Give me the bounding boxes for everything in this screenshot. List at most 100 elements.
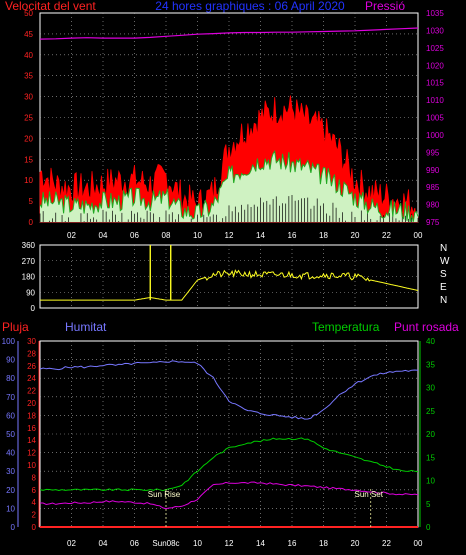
temperature-tick-label: 20 (426, 430, 435, 439)
wind-tick-label: 20 (24, 134, 33, 143)
x-tick-label: 08 (162, 231, 171, 240)
pressure-tick-label: 985 (426, 183, 440, 192)
temperature-tick-label: 30 (426, 384, 435, 393)
rain-tick-label: 12 (27, 449, 36, 458)
temperature-tick-label: 15 (426, 453, 435, 462)
pressure-tick-label: 1005 (426, 114, 444, 123)
x-tick-label: 18 (319, 231, 328, 240)
wind-tick-label: 50 (24, 9, 33, 18)
humidity-tick-label: 50 (6, 430, 15, 439)
x-tick-label: 16 (288, 539, 297, 548)
x-tick-label: 16 (288, 231, 297, 240)
rain-tick-label: 30 (27, 337, 36, 346)
humidity-tick-label: 100 (2, 337, 16, 346)
pressure-tick-label: 1025 (426, 44, 444, 53)
direction-tick-label: 90 (26, 288, 35, 297)
wind-tick-label: 15 (24, 155, 33, 164)
pressure-tick-label: 975 (426, 218, 440, 227)
x-tick-label: 10 (193, 539, 202, 548)
humidity-tick-label: 0 (11, 523, 16, 532)
humidity-tick-label: 90 (6, 356, 15, 365)
temperature-tick-label: 10 (426, 477, 435, 486)
direction-series (40, 269, 419, 301)
wind-tick-label: 35 (24, 72, 33, 81)
wind-tick-label: 5 (29, 197, 34, 206)
sun-label: Sun Rise (148, 490, 181, 499)
wind-tick-label: 45 (24, 30, 33, 39)
x-tick-label: Sun08c (152, 539, 179, 548)
chart-title: 24 hores graphiques : 06 April 2020 (155, 0, 345, 13)
rain-tick-label: 20 (27, 399, 36, 408)
humidity-tick-label: 60 (6, 411, 15, 420)
wind-tick-label: 10 (24, 176, 33, 185)
humidity-tick-label: 80 (6, 374, 15, 383)
rain-tick-label: 2 (32, 511, 37, 520)
x-tick-label: 20 (351, 539, 360, 548)
x-tick-label: 06 (130, 231, 139, 240)
wind-tick-label: 40 (24, 51, 33, 60)
compass-label: S (440, 269, 447, 280)
compass-label: E (440, 282, 447, 293)
compass-label: N (440, 295, 447, 306)
rain-tick-label: 6 (32, 486, 37, 495)
pressure-tick-label: 1015 (426, 79, 444, 88)
temperature-tick-label: 35 (426, 360, 435, 369)
pressure-tick-label: 1030 (426, 26, 444, 35)
x-tick-label: 04 (99, 539, 108, 548)
wind-tick-label: 0 (29, 218, 34, 227)
dewpoint-label: Punt rosada (394, 320, 459, 334)
wind-avg-series (39, 149, 419, 223)
x-tick-label: 14 (256, 231, 265, 240)
temperature-series (39, 437, 419, 492)
compass-label: W (440, 256, 450, 267)
temperature-tick-label: 40 (426, 337, 435, 346)
x-tick-label: 00 (414, 231, 423, 240)
x-tick-label: 22 (382, 231, 391, 240)
rain-tick-label: 0 (32, 523, 37, 532)
rain-tick-label: 14 (27, 436, 36, 445)
humidity-series (39, 360, 419, 420)
rain-tick-label: 26 (27, 362, 36, 371)
humidity-tick-label: 30 (6, 467, 15, 476)
temperature-tick-label: 5 (426, 500, 431, 509)
rain-tick-label: 22 (27, 387, 36, 396)
climate-panel: 0102030405060708090100024681012141618202… (2, 337, 436, 548)
humidity-tick-label: 20 (6, 486, 15, 495)
pressure-tick-label: 990 (426, 166, 440, 175)
x-tick-label: 02 (67, 539, 76, 548)
x-tick-label: 06 (130, 539, 139, 548)
humidity-tick-label: 40 (6, 449, 15, 458)
humidity-tick-label: 70 (6, 393, 15, 402)
temperature-tick-label: 0 (426, 523, 431, 532)
temperature-tick-label: 25 (426, 407, 435, 416)
pressure-tick-label: 1000 (426, 131, 444, 140)
pressure-title: Pressió (365, 0, 405, 13)
x-tick-label: 12 (225, 231, 234, 240)
direction-tick-label: 180 (22, 273, 36, 282)
x-tick-label: 14 (256, 539, 265, 548)
rain-tick-label: 16 (27, 424, 36, 433)
rain-label: Pluja (2, 320, 29, 334)
humidity-tick-label: 10 (6, 504, 15, 513)
pressure-tick-label: 980 (426, 201, 440, 210)
humidity-label: Humitat (65, 320, 107, 334)
dewpoint-series (40, 481, 419, 510)
x-tick-label: 04 (99, 231, 108, 240)
rain-tick-label: 8 (32, 473, 37, 482)
rain-tick-label: 28 (27, 349, 36, 358)
wind-panel: 0510152025303540455097598098599099510001… (24, 9, 444, 240)
x-tick-label: 10 (193, 231, 202, 240)
wind-title: Velocitat del vent (5, 0, 96, 13)
x-tick-label: 18 (319, 539, 328, 548)
rain-tick-label: 10 (27, 461, 36, 470)
pressure-series (39, 27, 419, 40)
direction-tick-label: 0 (31, 304, 36, 313)
compass-label: N (440, 243, 447, 254)
x-tick-label: 02 (67, 231, 76, 240)
direction-tick-label: 270 (22, 257, 36, 266)
direction-tick-label: 360 (22, 241, 36, 250)
pressure-tick-label: 1020 (426, 61, 444, 70)
rain-tick-label: 4 (32, 498, 37, 507)
